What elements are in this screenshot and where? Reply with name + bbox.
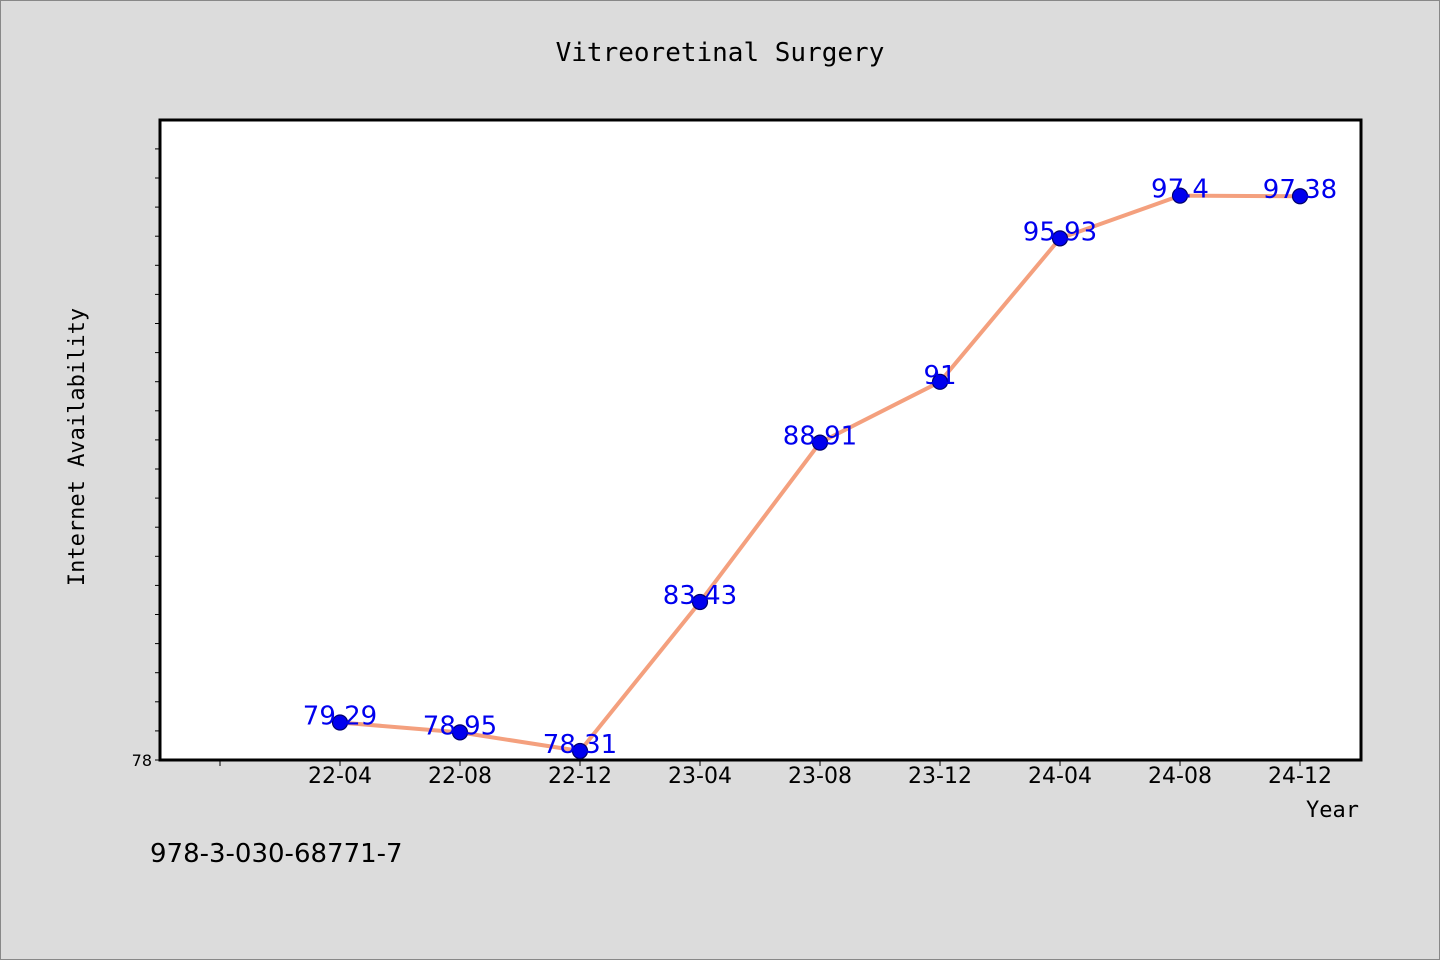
data-point (1291, 188, 1309, 205)
x-tick-label: 23-08 (788, 764, 852, 789)
x-axis-label: Year (1306, 798, 1359, 823)
plot-area (158, 118, 1363, 762)
y-tick-label: 78 (132, 751, 152, 770)
data-label: 97.4 (1151, 175, 1209, 205)
data-label: 88.91 (783, 422, 857, 452)
x-tick-label: 23-12 (908, 764, 972, 789)
data-point (331, 714, 349, 731)
x-tick-label: 24-08 (1148, 764, 1212, 789)
data-label: 79.29 (303, 701, 377, 731)
y-axis-label: Internet Availability (65, 308, 90, 586)
x-tick-label: 22-04 (308, 764, 372, 789)
x-tick-label: 23-04 (668, 764, 732, 789)
y-axis (155, 148, 160, 761)
data-point (1171, 187, 1189, 204)
data-label: 97.38 (1263, 175, 1337, 205)
data-point (691, 593, 709, 611)
data-label: 95.93 (1023, 217, 1097, 247)
data-point (1051, 230, 1069, 247)
series-markers (331, 187, 1309, 760)
data-point (571, 742, 589, 760)
data-point (811, 434, 829, 451)
data-label: 83.43 (663, 581, 737, 611)
x-tick-label: 24-04 (1028, 764, 1092, 789)
data-labels: 79.29 78.95 78.31 83.43 88.91 91 95.93 97.4 97.3… (303, 175, 1337, 760)
data-point (931, 373, 949, 390)
x-tick-label: 22-08 (428, 764, 492, 789)
x-tick-label: 22-12 (548, 764, 612, 789)
x-tick-label: 24-12 (1268, 764, 1332, 789)
footer-isbn: 978-3-030-68771-7 (150, 839, 403, 869)
x-axis: 22-04 22-08 22-12 23-04 23-08 23-12 24-04 24-08… (219, 760, 1332, 789)
data-label: 91 (923, 361, 956, 391)
chart-title: Vitreoretinal Surgery (556, 38, 885, 68)
data-point (451, 724, 469, 741)
data-label: 78.95 (423, 711, 497, 741)
data-label: 78.31 (543, 730, 617, 760)
